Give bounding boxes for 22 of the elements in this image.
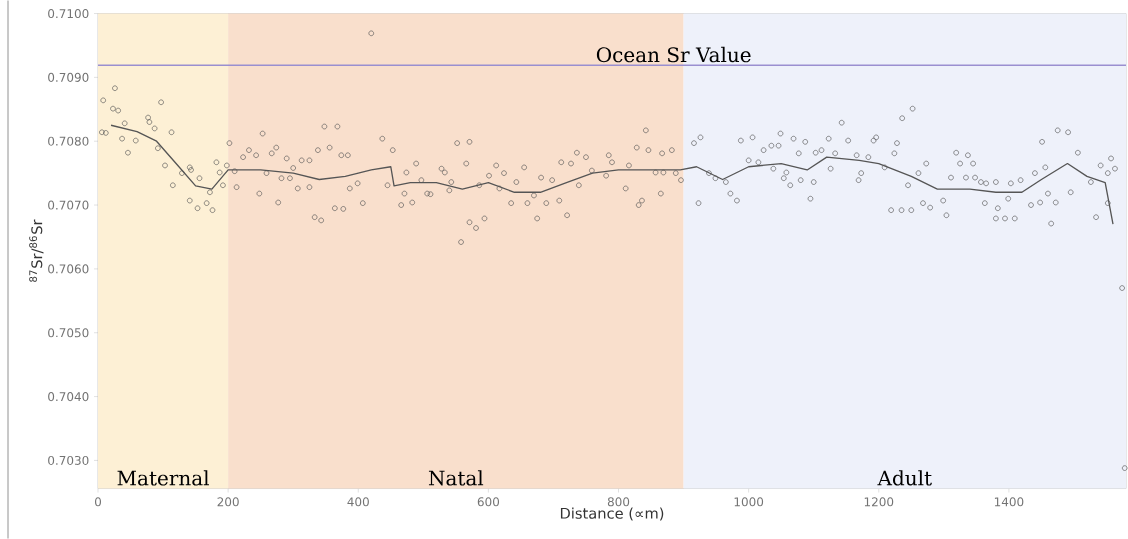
y-tick-label: 0.7040 xyxy=(48,392,89,402)
band-label: Adult xyxy=(877,470,932,486)
x-tick-label: 600 xyxy=(477,497,500,507)
band-label: Natal xyxy=(428,470,484,486)
band-label: Maternal xyxy=(117,470,209,486)
x-tick-label: 800 xyxy=(607,497,630,507)
y-tick-label: 0.7050 xyxy=(48,328,89,338)
y-tick-label: 0.7090 xyxy=(48,72,89,82)
x-tick-label: 200 xyxy=(217,497,239,507)
ref-line-label: Ocean Sr Value xyxy=(596,46,751,63)
y-tick-label: 0.7100 xyxy=(48,8,89,19)
y-tick-label: 0.7080 xyxy=(48,136,89,146)
x-tick-label: 1400 xyxy=(994,497,1024,507)
x-tick-label: 1000 xyxy=(734,497,764,507)
x-tick-label: 400 xyxy=(347,497,369,507)
y-axis-title: $^{87}$Sr/$^{86}$Sr xyxy=(29,219,44,282)
y-tick-label: 0.7060 xyxy=(48,264,89,274)
x-tick-label: 1200 xyxy=(864,497,894,507)
x-tick-label: 0 xyxy=(94,497,102,507)
x-axis-title: Distance (∝m) xyxy=(560,507,664,521)
y-tick-label: 0.7070 xyxy=(48,200,89,210)
y-tick-label: 0.7030 xyxy=(48,455,89,465)
